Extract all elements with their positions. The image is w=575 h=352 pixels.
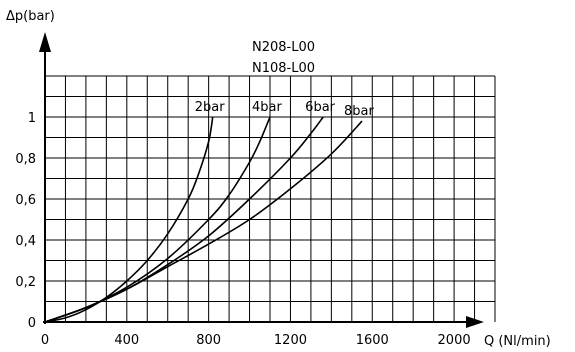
x-tick-label: 0 xyxy=(41,333,49,348)
y-tick-label: 0,6 xyxy=(15,193,36,208)
x-tick-label: 400 xyxy=(114,333,139,348)
y-axis-arrowhead xyxy=(39,32,51,52)
curve-label-2bar: 2bar xyxy=(195,100,225,115)
x-tick-label: 1600 xyxy=(356,333,389,348)
y-tick-label: 0,8 xyxy=(15,152,36,167)
y-tick-label: 1 xyxy=(28,111,36,126)
chart-title-line-1: N208-L00 xyxy=(252,40,315,55)
x-tick-label: 2000 xyxy=(438,333,471,348)
chart-tick-labels: 0 400 800 1200 1600 2000 0 0,2 0,4 0,6 0,8 1 xyxy=(15,111,470,348)
curve-label-8bar: 8bar xyxy=(344,104,374,119)
chart-axes xyxy=(39,32,484,328)
chart-title-line-2: N108-L00 xyxy=(252,61,315,76)
x-tick-label: 800 xyxy=(196,333,221,348)
y-tick-label: 0,2 xyxy=(15,275,36,290)
curve-label-6bar: 6bar xyxy=(305,100,335,115)
chart-curves: 2bar 4bar 6bar 8bar xyxy=(44,100,375,323)
chart-grid xyxy=(45,75,496,322)
curve-8bar xyxy=(44,120,363,323)
curve-label-4bar: 4bar xyxy=(252,100,282,115)
x-axis-arrowhead xyxy=(466,316,484,328)
x-axis-title: Q (Nl/min) xyxy=(484,334,551,349)
curve-2bar xyxy=(44,116,214,323)
x-tick-label: 1200 xyxy=(274,333,307,348)
y-tick-label: 0,4 xyxy=(15,234,36,249)
y-tick-label: 0 xyxy=(28,316,36,331)
y-axis-title: Δp(bar) xyxy=(6,9,55,24)
